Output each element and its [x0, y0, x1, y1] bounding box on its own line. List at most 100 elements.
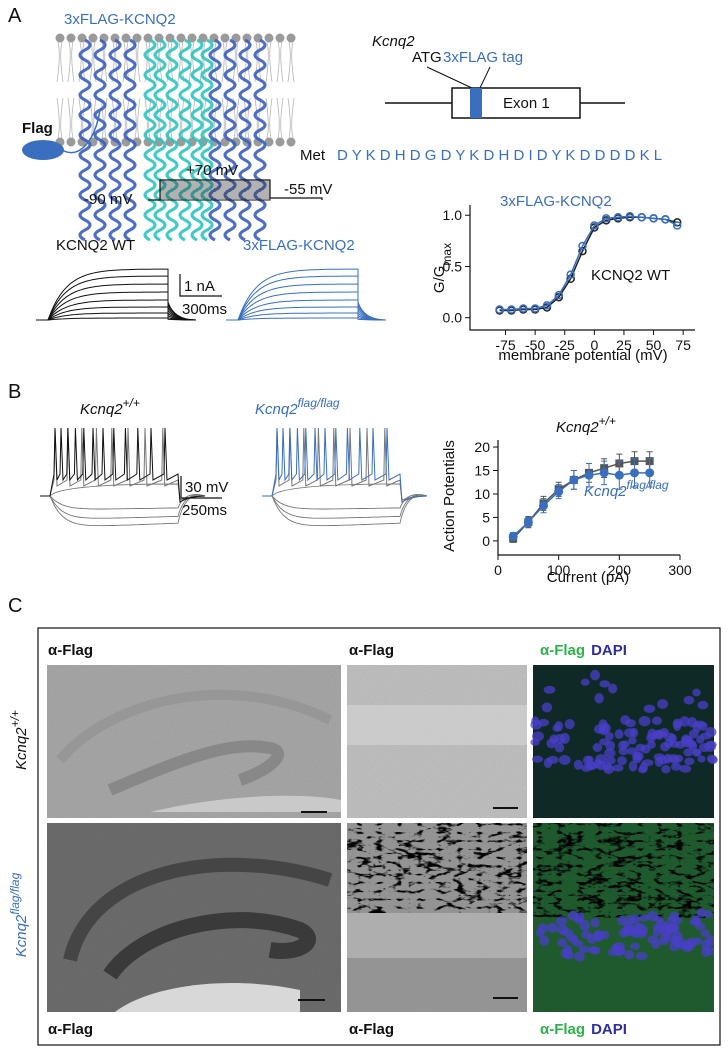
lipid-tail [67, 41, 75, 83]
nucleus [552, 724, 561, 732]
nucleus [683, 748, 694, 757]
nucleus [653, 753, 666, 761]
nucleus [594, 693, 604, 704]
nucleus [605, 731, 614, 741]
helix [123, 38, 137, 242]
dapi-nuclei [530, 669, 718, 775]
nucleus [692, 688, 701, 697]
nucleus [624, 950, 635, 960]
genotype-label: Kcnq2+/+ [80, 396, 140, 418]
dapi-nuclei [535, 908, 714, 962]
lipid-head [66, 33, 76, 43]
nucleus [579, 919, 591, 931]
data-point [554, 290, 564, 300]
nucleus [647, 911, 659, 922]
nucleus [592, 743, 603, 752]
y-tick-label: 10 [474, 486, 490, 502]
column-label: α-Flag [48, 642, 93, 659]
nucleus [590, 917, 600, 928]
data-point [507, 305, 516, 314]
subthreshold [262, 483, 428, 501]
nucleus [657, 924, 668, 933]
helix [108, 38, 122, 242]
spike-trace [262, 427, 428, 503]
lipid-head [286, 137, 296, 147]
pointer-line [426, 66, 473, 89]
tissue-band [107, 740, 284, 796]
nucleus [590, 946, 601, 955]
x-tick-label: 100 [547, 562, 571, 578]
nucleus [669, 923, 680, 932]
nucleus [558, 755, 571, 765]
x-tick-label: -75 [495, 337, 515, 353]
helix [190, 38, 204, 242]
data-point [637, 213, 646, 222]
hyperpolarization [40, 494, 206, 519]
nucleus [641, 759, 654, 767]
current-trace [36, 317, 197, 321]
protocol-tail: -55 mV [284, 181, 332, 198]
data-point [539, 501, 548, 511]
current-trace [226, 275, 387, 321]
lipid-tail [276, 41, 284, 83]
nucleus [541, 702, 553, 713]
x-tick-label: 200 [608, 562, 632, 578]
nucleus [672, 718, 683, 729]
data-point [584, 470, 594, 480]
x-axis-label: Current (pA) [547, 569, 630, 586]
lipid-head [275, 137, 285, 147]
hyperpolarization [40, 494, 206, 527]
column-label: α-Flag [349, 1021, 394, 1038]
protocol-step: +70 mV [186, 162, 238, 179]
trace-label: KCNQ2 WT [56, 237, 135, 254]
scale-current: 1 nA [184, 278, 215, 295]
helix [78, 38, 92, 242]
lipid-tail [56, 97, 64, 139]
nucleus [573, 759, 583, 770]
data-point [519, 304, 528, 313]
x-tick-label: 25 [616, 337, 632, 353]
sequence-residues: D Y K D H D G D Y K D H D I D Y K D D D … [337, 147, 662, 164]
data-point [649, 214, 658, 223]
nucleus [679, 764, 692, 773]
lipid-tail [265, 41, 273, 83]
genotype: +/+ [599, 414, 616, 428]
nucleus [556, 916, 567, 926]
data-point [661, 215, 670, 224]
series-line [499, 216, 678, 312]
dapi-stain: DAPI [591, 642, 627, 659]
nucleus [658, 937, 670, 946]
nucleus [705, 727, 717, 738]
flag-tag-icon [22, 140, 64, 160]
channel-cartoon [55, 33, 296, 242]
current-trace [226, 291, 387, 321]
plot-annotation: Kcnq2+/+ [556, 414, 616, 436]
current-trace [36, 268, 197, 321]
sequence-start: Met [300, 147, 326, 164]
scale-time: 250ms [182, 502, 227, 519]
scale-time: 300ms [182, 301, 227, 318]
series-line [499, 215, 678, 311]
nucleus [563, 950, 574, 960]
plot-annotation: Kcnq2flag/flag [584, 478, 669, 500]
flag-label: Flag [22, 120, 53, 137]
flag-linker [61, 109, 101, 154]
helix [200, 38, 214, 242]
nucleus [697, 700, 709, 710]
current-trace [226, 283, 387, 321]
lipid-head [264, 137, 274, 147]
y-axis-label: Action Potentials [441, 440, 458, 552]
protocol-box [159, 179, 271, 201]
nucleus [681, 734, 691, 744]
nucleus [580, 678, 590, 686]
gene: Kcnq2 [255, 401, 298, 418]
x-tick-label: -50 [525, 337, 545, 353]
y-tick-label: 15 [474, 463, 490, 479]
lipid-head [231, 33, 241, 43]
y-tick-label: 20 [474, 439, 490, 455]
y-axis-label: G/Gmax [431, 243, 454, 293]
scale-voltage: 30 mV [185, 479, 228, 496]
nucleus [705, 947, 714, 956]
helix [93, 38, 107, 242]
nucleus [557, 938, 567, 947]
